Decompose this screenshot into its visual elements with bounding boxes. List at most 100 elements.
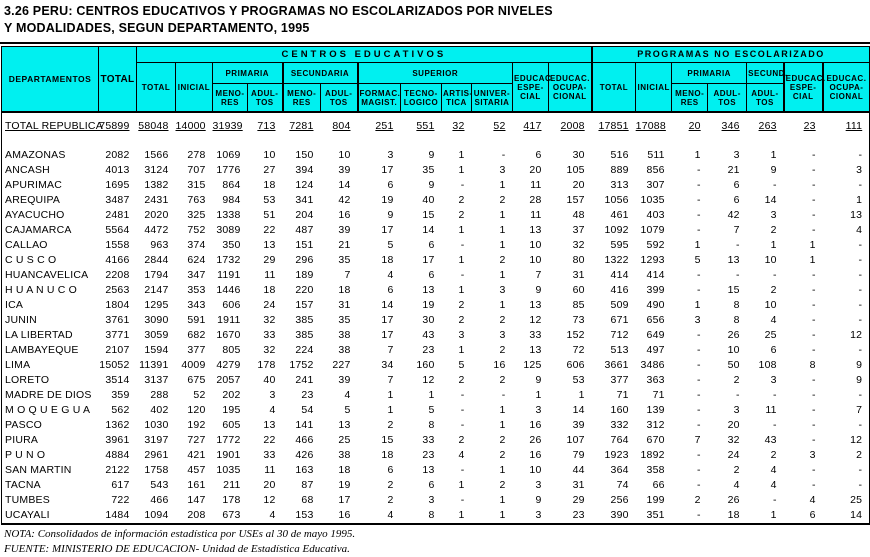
cell-value: 1 <box>499 269 506 281</box>
cell: 1758 <box>137 463 176 478</box>
cell-value: 48 <box>572 209 585 221</box>
cell: 9 <box>401 178 442 193</box>
cell: 2481 <box>99 208 137 223</box>
cell: 19 <box>321 478 358 493</box>
cell: - <box>442 403 472 418</box>
cell-value: 227 <box>332 359 351 371</box>
cell: 466 <box>283 433 321 448</box>
cell: 9 <box>747 163 784 178</box>
group-header-centros-educativos: CENTROS EDUCATIVOS <box>135 46 593 63</box>
cell-value: 713 <box>257 119 276 132</box>
cell-value: 416 <box>610 284 629 296</box>
cell: - <box>672 223 708 238</box>
cell-value: 31 <box>338 299 351 311</box>
cell-value: - <box>811 404 816 416</box>
cell-value: - <box>858 299 863 311</box>
cell-value: 752 <box>187 224 206 236</box>
cell: 1 <box>472 508 513 524</box>
cell: 1 <box>472 208 513 223</box>
cell: 764 <box>592 433 636 448</box>
cell-value: - <box>696 194 701 206</box>
cell-value: 3197 <box>144 434 169 446</box>
department-row: PASCO 1362 1030 192 605 13 141 13 2 8 - 1 16 39 332 312… <box>2 418 870 433</box>
cell: 13 <box>248 418 283 433</box>
cell: 33 <box>513 328 549 343</box>
cell: 39 <box>549 418 592 433</box>
cell: 48 <box>549 208 592 223</box>
cell-value: 6 <box>387 179 394 191</box>
cell: - <box>672 448 708 463</box>
cell: 195 <box>213 403 248 418</box>
cell-value: M O Q U E G U A <box>5 404 91 416</box>
cell-value: 9 <box>428 179 435 191</box>
cell: 28 <box>513 193 549 208</box>
cell-value: 33 <box>263 449 276 461</box>
cell-value: 3771 <box>105 329 130 341</box>
cell: 17 <box>358 163 401 178</box>
cell-value: 71 <box>616 389 629 401</box>
cell-value: 347 <box>187 269 206 281</box>
cell-value: 2008 <box>560 119 585 132</box>
cell-value: 3661 <box>604 359 629 371</box>
cell-value: 7 <box>535 269 542 281</box>
cell-value: 13 <box>529 344 542 356</box>
cell-value: - <box>696 479 701 491</box>
cell-value: 85 <box>572 299 585 311</box>
cell-value: 111 <box>845 119 863 132</box>
cell-value: 15 <box>727 284 740 296</box>
cell-value: 160 <box>416 359 435 371</box>
cell-value: 764 <box>610 434 629 446</box>
cell-value: - <box>696 404 701 416</box>
cell-value: 43 <box>764 434 777 446</box>
cell: 606 <box>549 358 592 373</box>
cell-value: 606 <box>566 359 585 371</box>
cell: 3090 <box>137 313 176 328</box>
cell-value: 263 <box>758 119 777 132</box>
cell-value: - <box>858 419 863 431</box>
cell: 12 <box>823 433 870 448</box>
cell-value: 71 <box>652 389 665 401</box>
cell-value: 178 <box>222 494 241 506</box>
cell: 35 <box>401 163 442 178</box>
cell: 1892 <box>636 448 672 463</box>
cell: - <box>784 373 823 388</box>
cell-value: 33 <box>263 329 276 341</box>
cell-value: 124 <box>295 179 314 191</box>
cell-value: 307 <box>646 179 665 191</box>
cell: 414 <box>592 268 636 283</box>
row-label: H U A N U C O <box>2 283 99 298</box>
cell: 490 <box>636 298 672 313</box>
cell: 2107 <box>99 343 137 358</box>
cell: 2 <box>747 283 784 298</box>
cell-value: 24 <box>727 449 740 461</box>
cell-value: 12 <box>529 314 542 326</box>
cell-value: 9 <box>387 209 394 221</box>
cell: - <box>708 238 747 253</box>
cell-value: 4166 <box>105 254 130 266</box>
col-header-departamentos: DEPARTAMENTOS <box>1 46 99 113</box>
col-header-ce-tecnologico: TECNO- LOGICO <box>400 83 442 113</box>
col-header-pne-prim-adultos: ADUL- TOS <box>707 83 748 113</box>
cell: 1558 <box>99 238 137 253</box>
cell: 399 <box>636 283 672 298</box>
cell: 35 <box>321 313 358 328</box>
cell-value: 671 <box>610 314 629 326</box>
cell: 1 <box>442 508 472 524</box>
cell: 2 <box>358 493 401 508</box>
cell: 4 <box>321 388 358 403</box>
cell: 1732 <box>213 253 248 268</box>
cell-value: APURIMAC <box>5 179 63 191</box>
cell-value: 211 <box>223 479 241 491</box>
cell: 1030 <box>137 418 176 433</box>
cell: 2 <box>823 448 870 463</box>
cell-value: 13 <box>338 419 351 431</box>
cell-value: 341 <box>295 194 314 206</box>
cell-value: 208 <box>187 509 206 521</box>
cell-value: 4 <box>770 479 777 491</box>
cell: 13 <box>513 223 549 238</box>
col-header-total: TOTAL <box>98 46 137 113</box>
cell: 18 <box>358 448 401 463</box>
department-row: AMAZONAS 2082 1566 278 1069 10 150 10 3 9 1 - 6 30 516… <box>2 148 870 163</box>
cell-value: 21 <box>338 239 351 251</box>
cell: 2 <box>472 448 513 463</box>
